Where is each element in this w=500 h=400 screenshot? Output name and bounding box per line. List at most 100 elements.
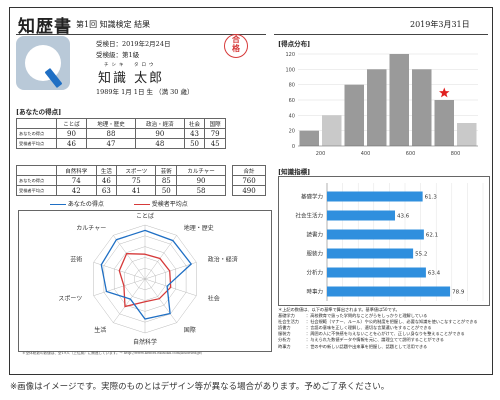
row-label: 受検者平均点 (16, 138, 57, 149)
table-cell: 63 (95, 185, 118, 196)
data-label: 61.3 (425, 195, 438, 201)
category-label: 時事力 (306, 288, 323, 296)
scores-table-1: ことば 地理・歴史 政治・経済 社会 国際 あなたの得点 90 88 90 43… (16, 118, 226, 149)
legend-swatch-avg (133, 203, 150, 206)
y-tick-label: 0 (292, 144, 295, 150)
category-label: 分析力 (306, 269, 323, 277)
distribution-bar (434, 100, 454, 146)
table-header: 生活 (95, 165, 118, 176)
table-cell: 43 (183, 128, 206, 139)
distribution-bar (367, 69, 387, 146)
y-tick-label: 20 (289, 129, 295, 135)
note-item: 社会生活力 ：社会規範（マナー、ルール）や公的制度を把握し、必要な知識を使いこなす… (278, 319, 490, 325)
footer-disclaimer: ※画像はイメージです。実際のものとはデザイン等が異なる場合があります。予めご了承… (10, 382, 390, 392)
table-header: 政治・経済 (134, 118, 185, 129)
table-cell: 85 (155, 175, 178, 186)
distribution-bar (322, 115, 342, 146)
y-tick-label: 100 (285, 67, 295, 73)
y-tick-label: 80 (289, 83, 295, 89)
category-label: 基礎学力 (301, 193, 323, 201)
table-header: 国際 (204, 118, 226, 129)
distribution-bar (389, 54, 409, 146)
table-cell: 90 (55, 128, 88, 139)
note-description: ：言語の意味を正しく理解し、適切な言葉遣いをすることができる (306, 325, 432, 331)
index-bar (327, 286, 451, 297)
legend-swatch-you (50, 203, 66, 206)
table-cell: 88 (86, 128, 136, 139)
y-tick-label: 40 (289, 113, 295, 119)
table-cell: 46 (95, 175, 118, 186)
radar-axis-label: 国際 (184, 326, 196, 334)
note-description: ：与えられた数値データや情報を元に、論理立てて説明することができる (306, 337, 444, 343)
radar-axis-label: ことば (136, 212, 154, 220)
note-description: ：周囲の人に不快感を与えないことを心がけて、正しい身なりを整えることができる (306, 331, 465, 337)
note-item: 読書力 ：言語の意味を正しく理解し、適切な言葉遣いをすることができる (278, 325, 490, 331)
index-bar (327, 210, 396, 221)
table-header: 芸術 (155, 165, 178, 176)
index-bar (327, 248, 414, 259)
note-item: 服装力 ：周囲の人に不快感を与えないことを心がけて、正しい身なりを整えることができ… (278, 331, 490, 337)
legend-you: あなたの得点 (67, 201, 104, 208)
distribution-chart: 0 20 40 60 80 100 120 200 400 600 800 (285, 52, 478, 157)
radar-spoke (144, 235, 177, 280)
data-label: 78.9 (452, 290, 465, 296)
data-label: 55.2 (415, 252, 427, 258)
table-cell: 79 (204, 128, 226, 139)
table-cell: 50 (183, 138, 206, 149)
index-bar (327, 229, 424, 240)
table-cell: 46 (55, 138, 88, 149)
radar-chart-box: ことば 地理・歴史 政治・経済 社会 国際 自然科学 生活 スポーツ 芸術 カルチャー (18, 210, 272, 352)
radar-series-average (118, 253, 172, 308)
table-cell: 47 (86, 138, 136, 149)
note-description: ：高校教育で扱った学問的なことがらをしっかりと理解している (306, 313, 428, 319)
note-term: 時事力 (278, 343, 291, 349)
radar-spoke (93, 278, 146, 296)
radar-axis-label: スポーツ (58, 294, 82, 302)
x-tick-label: 600 (406, 151, 416, 157)
index-chart: 基礎学力 61.3 社会生活力 43.6 読書力 62.1 服装力 55.2 分析力 63.4 時事… (295, 183, 484, 301)
x-tick-label: 200 (316, 151, 326, 157)
examinee-name: 知識 太郎 (98, 71, 165, 86)
note-description: ：世の中の新しい話題や出来事を把握し、話題として活用できる (306, 343, 428, 349)
divider (16, 34, 266, 35)
search-magnifier-logo (16, 36, 70, 90)
note-term: 読書力 (278, 325, 291, 331)
row-label: 受検者平均点 (16, 185, 57, 196)
total-avg: 490 (232, 185, 266, 196)
radar-spoke (113, 278, 146, 323)
table-header: 地理・歴史 (86, 118, 136, 129)
row-label: あなたの得点 (16, 175, 57, 186)
table-header: カルチャー (176, 165, 226, 176)
index-bar (327, 267, 426, 278)
name-ruby: チシキ タロウ (104, 63, 157, 68)
pass-seal-stamp: 合 格 (224, 34, 248, 58)
notes: ＊上記の数値は、以下の基準で算出されます。基準値は50です。 基礎学力 ：高校教育… (278, 307, 490, 350)
table-row: 受検者平均点 42 63 41 50 58 (16, 185, 226, 196)
radar-legend: あなたの得点 受検者平均点 (50, 199, 188, 208)
note-item: 基礎学力 ：高校教育で扱った学問的なことがらをしっかりと理解している (278, 313, 490, 319)
radar-axis-label: 政治・経済 (208, 256, 238, 264)
legend-avg: 受検者平均点 (151, 201, 188, 208)
data-label: 43.6 (397, 214, 410, 220)
table-header: スポーツ (116, 165, 157, 176)
totals-table: 合計 760 490 (232, 165, 266, 196)
distribution-bar (344, 84, 364, 146)
highlight-star-icon (439, 87, 450, 98)
notes-list: 基礎学力 ：高校教育で扱った学問的なことがらをしっかりと理解している 社会生活力 ：社… (278, 313, 490, 350)
seal-text-top: 合 (232, 34, 240, 44)
data-label: 62.1 (426, 233, 438, 239)
table-cell: 48 (134, 138, 185, 149)
x-tick-label: 400 (361, 151, 371, 157)
y-tick-label: 120 (285, 52, 295, 58)
scores-table-2: 自然科学 生活 スポーツ 芸術 カルチャー あなたの得点 74 46 75 85… (16, 165, 226, 196)
table-cell: 45 (204, 138, 226, 149)
table-header-row: 自然科学 生活 スポーツ 芸術 カルチャー (16, 165, 226, 176)
radar-spoke (113, 235, 146, 280)
exam-date: 受検日：2019年2月24日 (96, 40, 171, 48)
table-cell: 50 (155, 185, 178, 196)
table-cell: 74 (56, 175, 97, 186)
table-cell: 58 (176, 185, 226, 196)
footnote-small: ＊全体総数の数値は、全19人（上位層）に関連しています。→ http://www… (22, 351, 203, 355)
radar-axis-label: 生活 (94, 326, 106, 334)
